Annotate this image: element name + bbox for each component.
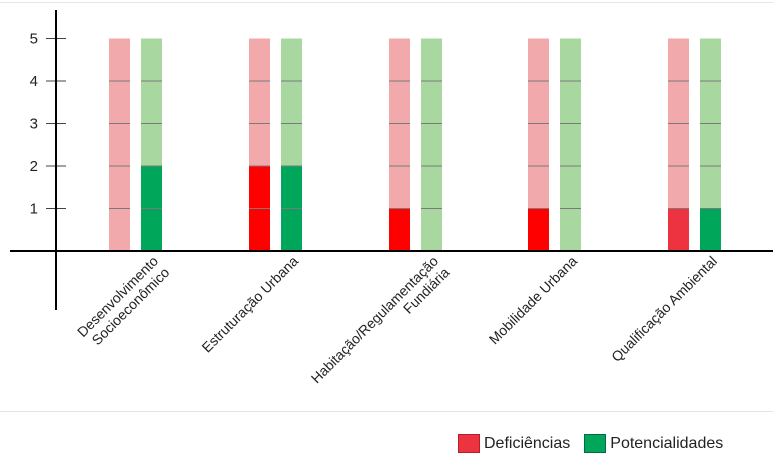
bar-deficiencias (528, 208, 549, 251)
legend-item-deficiencias: Deficiências (458, 434, 570, 453)
bar-background-potencialidades (421, 38, 442, 251)
x-category-label-line: Qualificação Ambiental (608, 253, 720, 365)
legend-swatch-potencialidades (584, 434, 607, 453)
bar-deficiencias (668, 208, 689, 251)
y-tick-label: 2 (30, 158, 38, 175)
y-tick-label: 3 (30, 116, 38, 133)
chart: 1 2 3 4 5 DesenvolvimentoSocioeconômico Estrut… (10, 10, 773, 398)
legend: Deficiências Potencialidades (458, 434, 723, 453)
bar-deficiencias (389, 208, 410, 251)
legend-label-potencialidades: Potencialidades (610, 434, 724, 452)
x-category-label: DesenvolvimentoSocioeconômico (74, 253, 173, 352)
bar-background-potencialidades (700, 38, 721, 251)
x-category-label: Habitação/RegulamentaçãoFundiária (308, 253, 453, 398)
bar-background-deficiencias (528, 38, 549, 251)
bottom-divider (0, 411, 773, 412)
legend-swatch-deficiencias (458, 434, 480, 453)
bar-background-deficiencias (109, 38, 130, 251)
x-category-label-line: Habitação/Regulamentação (308, 253, 442, 387)
x-category-label-line: Mobilidade Urbana (486, 253, 581, 348)
y-tick-label: 5 (30, 31, 38, 48)
bar-background-potencialidades (560, 38, 581, 251)
bar-background-deficiencias (668, 38, 689, 251)
x-category-label-line: Estruturação Urbana (198, 253, 301, 356)
legend-item-potencialidades: Potencialidades (584, 434, 723, 453)
y-tick-label: 1 (30, 201, 38, 218)
x-category-label: Estruturação Urbana (198, 253, 301, 356)
top-divider (0, 2, 773, 3)
y-tick-label: 4 (30, 73, 38, 90)
x-category-label: Mobilidade Urbana (486, 253, 581, 348)
bar-potencialidades (700, 208, 721, 251)
legend-label-deficiencias: Deficiências (484, 434, 571, 452)
x-category-label: Qualificação Ambiental (608, 253, 720, 365)
bar-background-deficiencias (389, 38, 410, 251)
